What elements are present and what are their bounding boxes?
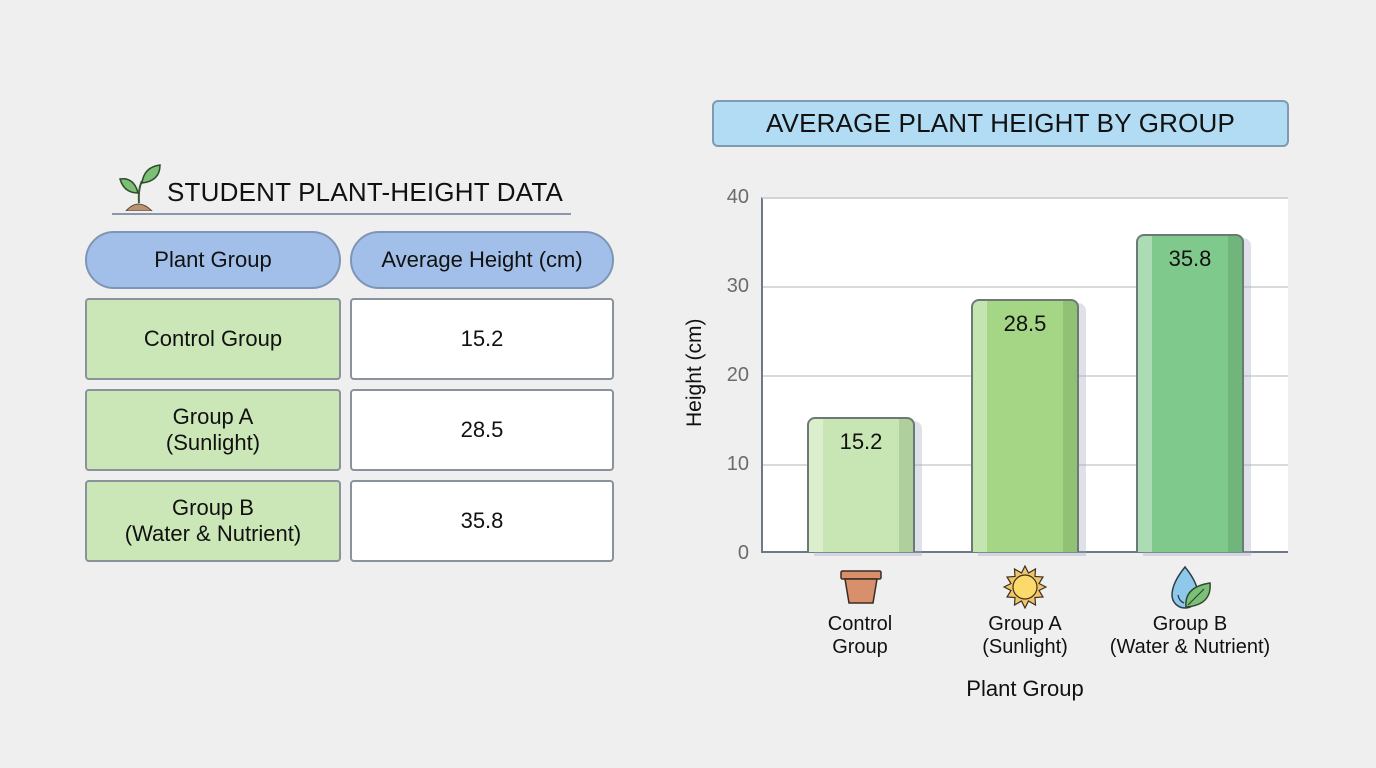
gridline bbox=[763, 286, 1288, 288]
cell-text: (Sunlight) bbox=[165, 430, 261, 455]
table-cell-value: 15.2 bbox=[350, 298, 614, 380]
cell-text: Control Group bbox=[143, 326, 283, 351]
flower-pot-icon bbox=[840, 570, 882, 604]
water-drop-leaf-icon bbox=[1171, 565, 1211, 609]
y-tick-label: 0 bbox=[737, 542, 749, 564]
sun-icon bbox=[1003, 565, 1047, 609]
bar-value-label: 15.2 bbox=[839, 429, 883, 454]
x-tick-label-control: Control Group bbox=[827, 613, 893, 658]
table-title-bar: STUDENT PLANT-HEIGHT DATA bbox=[112, 163, 571, 215]
x-axis-label: Plant Group bbox=[966, 676, 1084, 701]
cell-text: Group B bbox=[172, 495, 254, 520]
bar-value-label: 35.8 bbox=[1168, 246, 1212, 271]
table-cell-group: Control Group bbox=[85, 298, 341, 380]
y-tick-label: 20 bbox=[726, 364, 749, 386]
table-cell-group: Group A (Sunlight) bbox=[85, 389, 341, 471]
table-cell-value: 35.8 bbox=[350, 480, 614, 562]
x-tick-label-group-a: Group A (Sunlight) bbox=[982, 613, 1068, 658]
y-tick-label: 40 bbox=[726, 186, 749, 208]
chart-title: AVERAGE PLANT HEIGHT BY GROUP bbox=[712, 100, 1289, 147]
sprout-icon bbox=[119, 164, 161, 211]
bar-value-label: 28.5 bbox=[1003, 311, 1047, 336]
bar-control-group: 15.2 bbox=[807, 417, 915, 552]
table-cell-group: Group B (Water & Nutrient) bbox=[85, 480, 341, 562]
column-header-average-height: Average Height (cm) bbox=[350, 231, 614, 289]
y-axis-label: Height (cm) bbox=[683, 318, 706, 427]
y-tick-label: 10 bbox=[726, 453, 749, 475]
y-tick-label: 30 bbox=[726, 275, 749, 297]
bar-group-b: 35.8 bbox=[1136, 234, 1244, 552]
x-tick-label-group-b: Group B (Water & Nutrient) bbox=[1109, 613, 1271, 658]
cell-text: (Water & Nutrient) bbox=[124, 521, 302, 546]
bar-group-a: 28.5 bbox=[971, 299, 1079, 552]
table-title: STUDENT PLANT-HEIGHT DATA bbox=[167, 177, 564, 207]
column-header-plant-group: Plant Group bbox=[85, 231, 341, 289]
cell-text: Group A bbox=[172, 404, 254, 429]
table-cell-value: 28.5 bbox=[350, 389, 614, 471]
